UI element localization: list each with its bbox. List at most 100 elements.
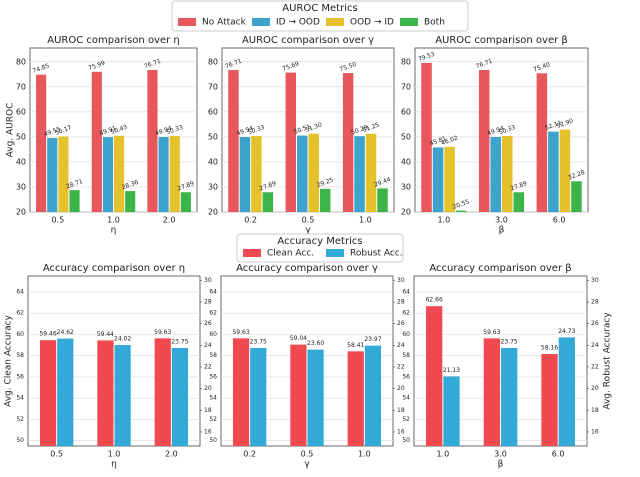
y-tick-label: 60: [402, 331, 410, 338]
y-tick-label: 20: [401, 208, 411, 217]
y2-tick-label: 28: [204, 298, 212, 305]
chart-title: AUROC comparison over β: [435, 35, 568, 46]
y-tick-label: 50: [208, 132, 218, 141]
bar: [228, 70, 239, 213]
bar: [114, 345, 131, 446]
bar: [147, 70, 158, 213]
y-tick-label: 54: [16, 395, 24, 402]
chart-title: Accuracy comparison over β: [429, 263, 571, 274]
bar: [58, 136, 69, 212]
legend-label: Robust Acc.: [350, 249, 403, 259]
bar: [558, 337, 575, 446]
plot-area: [27, 275, 201, 447]
y2-tick-label: 26: [204, 320, 212, 327]
y-tick-label: 58: [402, 352, 410, 359]
plot-area: [413, 275, 588, 447]
x-tick-label: 1.0: [358, 450, 371, 459]
bar: [239, 137, 251, 212]
x-tick-label: 0.5: [302, 216, 315, 225]
value-label: 59.44: [97, 331, 114, 338]
legend-swatch: [252, 18, 270, 26]
x-tick-label: 6.0: [553, 216, 566, 225]
bar: [347, 351, 364, 446]
y-tick-label: 54: [402, 395, 410, 402]
y2-tick-label: 26: [397, 320, 405, 327]
chart-title: Accuracy comparison over η: [43, 263, 185, 274]
y2-tick-label: 22: [204, 363, 212, 370]
bar: [319, 188, 331, 212]
bar: [251, 136, 262, 212]
x-tick-label: 3.0: [495, 216, 508, 225]
y-tick-label: 52: [402, 416, 410, 423]
y-tick-label: 54: [209, 395, 217, 402]
y-tick-label: 52: [16, 416, 24, 423]
bar: [39, 340, 57, 446]
x-axis-label: η: [111, 460, 117, 470]
bar: [536, 73, 548, 213]
legend-swatch: [400, 18, 418, 26]
y-tick-label: 52: [209, 416, 217, 423]
y-tick-label: 40: [401, 157, 411, 166]
value-label: 21.13: [443, 367, 460, 374]
bar: [559, 129, 571, 212]
bar: [91, 71, 102, 212]
legend-title: AUROC Metrics: [282, 3, 357, 14]
chart-title: AUROC comparison over η: [47, 35, 180, 46]
y-tick-label: 50: [16, 437, 24, 444]
bar: [125, 191, 136, 212]
x-tick-label: 0.2: [244, 216, 257, 225]
bar: [426, 306, 443, 446]
bar: [548, 131, 559, 212]
bar: [36, 74, 47, 212]
y-tick-label: 80: [401, 57, 411, 66]
y-tick-label: 60: [16, 331, 24, 338]
chart-title: Accuracy comparison over γ: [236, 263, 378, 274]
y2-tick-label: 30: [204, 277, 212, 284]
bar: [285, 72, 297, 212]
y-tick-label: 56: [16, 373, 24, 380]
value-label: 23.75: [501, 339, 518, 346]
bar: [342, 73, 354, 212]
y-tick-label: 58: [16, 352, 24, 359]
legend-label: ID → OOD: [276, 18, 320, 28]
x-tick-label: 6.0: [552, 450, 565, 459]
bar: [541, 353, 558, 446]
legend-box: [236, 233, 404, 263]
y-tick-label: 62: [402, 310, 410, 317]
legend-swatch: [178, 18, 196, 26]
bar: [443, 376, 460, 446]
y-tick-label: 60: [209, 331, 217, 338]
y-tick-label: 50: [401, 132, 411, 141]
y2-tick-label: 22: [397, 363, 405, 370]
y2-tick-label: 24: [204, 342, 212, 349]
bar: [364, 345, 382, 446]
y-tick-label: 50: [402, 437, 410, 444]
y-tick-label: 62: [209, 310, 217, 317]
y-tick-label: 62: [16, 310, 24, 317]
y-tick-label: 56: [209, 373, 217, 380]
bar: [169, 136, 180, 212]
bar: [232, 338, 250, 446]
x-axis-label: γ: [305, 226, 311, 236]
value-label: 24.62: [57, 329, 74, 336]
bar: [354, 136, 365, 212]
bar: [97, 340, 114, 446]
y2-tick-label: 28: [591, 298, 599, 305]
bar: [571, 181, 582, 212]
x-tick-label: 0.5: [301, 450, 314, 459]
y2-axis-label: Avg. Robust Accuracy: [603, 312, 613, 410]
bar: [114, 135, 125, 212]
bar: [502, 136, 513, 212]
bar: [180, 192, 191, 212]
y-axis-label: Avg. Clean Accuracy: [4, 314, 14, 407]
y-tick-label: 50: [16, 132, 26, 141]
bar: [47, 138, 58, 212]
y-tick-label: 20: [16, 208, 26, 217]
value-label: 62.66: [426, 297, 443, 304]
bar: [102, 137, 113, 212]
bar: [365, 133, 377, 212]
x-tick-label: 2.0: [165, 450, 178, 459]
plot-area: [29, 47, 198, 213]
value-label: 23.60: [307, 340, 324, 347]
bar: [154, 338, 171, 446]
